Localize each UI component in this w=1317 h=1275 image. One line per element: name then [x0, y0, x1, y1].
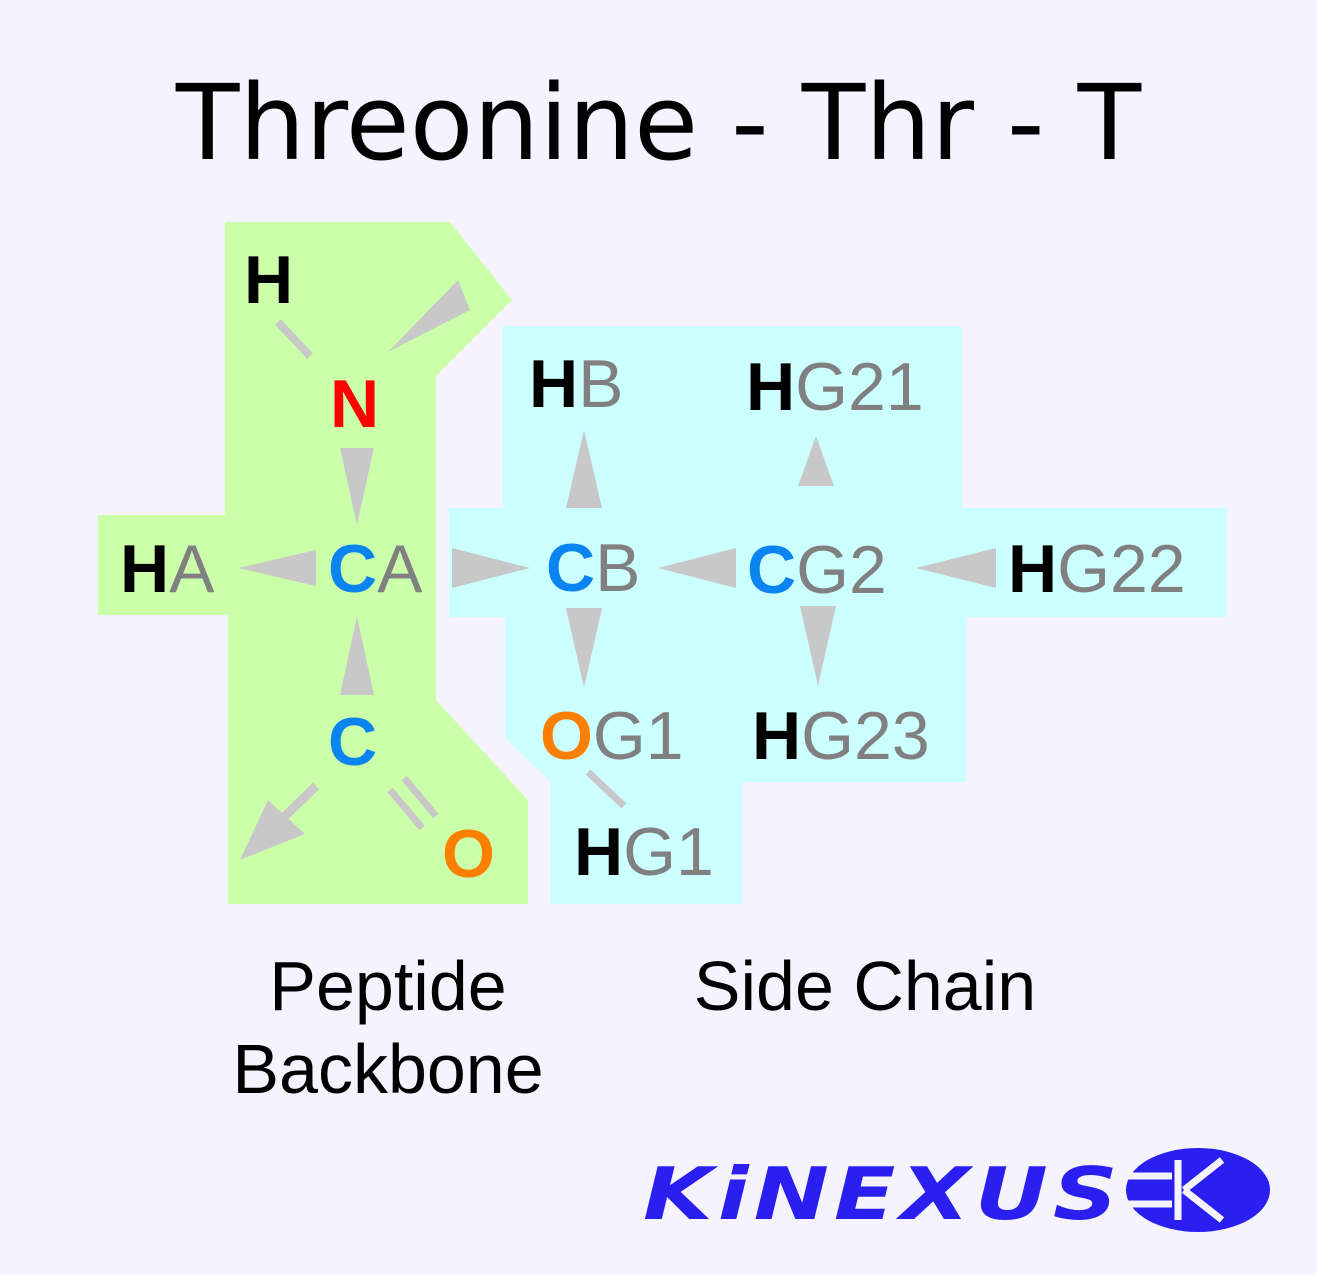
atom-cg2: CG2: [747, 532, 887, 608]
atom-ha: HA: [120, 531, 215, 607]
wedge-cb-hb: [566, 430, 602, 508]
wedge-cb-og1: [566, 608, 602, 688]
atom-hb: HB: [529, 346, 624, 422]
side-chain-region: [449, 326, 1227, 904]
atom-hg1: HG1: [574, 814, 714, 890]
bond-c-o-2: [401, 775, 439, 819]
atom-c: C: [328, 704, 378, 780]
arrowhead-c-next: [240, 800, 305, 860]
wedge-cg2-cb: [658, 548, 736, 588]
wedge-n-prev: [388, 280, 470, 352]
peptide-backbone-label-line1: Peptide: [269, 947, 507, 1025]
atom-h-amine: H: [244, 242, 294, 318]
peptide-backbone-label: Peptide Backbone: [188, 945, 588, 1110]
atom-hg22: HG22: [1008, 531, 1186, 607]
side-chain-label: Side Chain: [693, 947, 1037, 1025]
bond-h-n: [275, 319, 313, 359]
atom-og1: OG1: [540, 698, 684, 774]
page-title: Threonine - Thr - T: [175, 62, 1142, 184]
wedge-hg22-cg2: [916, 548, 996, 588]
wedge-c-ca: [340, 616, 374, 695]
kinexus-logo-text: KiNEXUS: [643, 1152, 1123, 1236]
kinexus-k-oval-icon: [1122, 1148, 1270, 1232]
atom-hg21: HG21: [746, 349, 924, 425]
wedge-cg2-hg23: [800, 606, 836, 686]
atom-hg23: HG23: [752, 698, 930, 774]
atom-cb: CB: [546, 530, 641, 606]
wedge-ca-ha: [238, 550, 316, 586]
bond-c-o-1: [387, 787, 425, 831]
bond-c-next: [280, 782, 320, 821]
atom-n: N: [330, 366, 380, 442]
bond-og1-hg1: [585, 769, 627, 809]
wedge-cg2-hg21: [798, 436, 834, 486]
wedge-ca-cb: [452, 548, 530, 588]
atom-ca: CA: [328, 531, 423, 607]
wedge-n-ca: [340, 448, 374, 525]
peptide-backbone-label-line2: Backbone: [232, 1029, 544, 1108]
atom-o: O: [442, 816, 495, 892]
